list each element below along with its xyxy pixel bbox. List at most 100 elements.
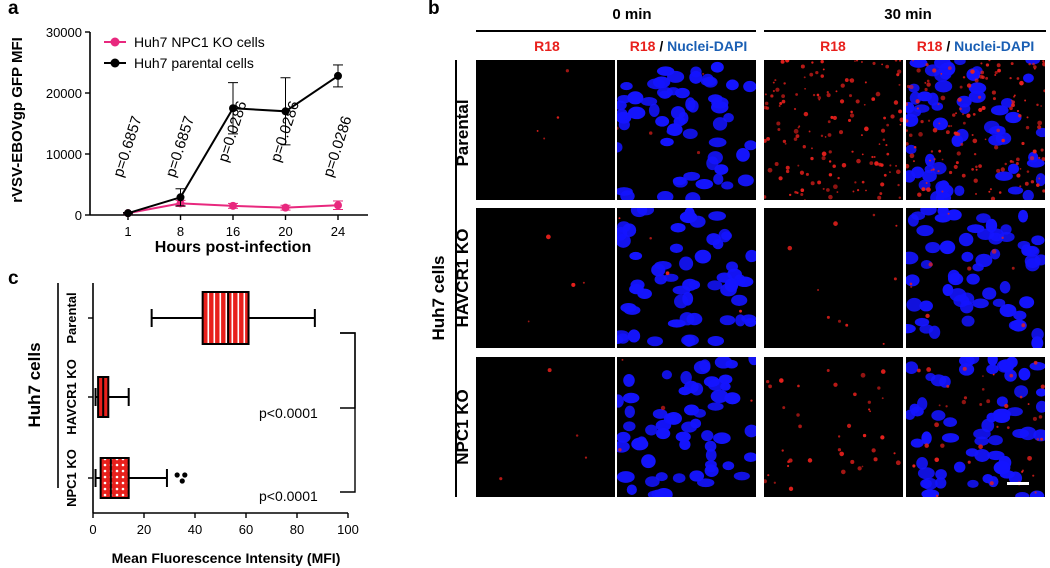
r18-signal bbox=[930, 150, 934, 153]
r18-signal bbox=[981, 106, 986, 110]
r18-signal bbox=[1015, 162, 1019, 166]
r18-signal bbox=[857, 466, 862, 471]
nucleus bbox=[681, 334, 699, 346]
outlier-point bbox=[182, 472, 188, 478]
nucleus bbox=[683, 171, 701, 181]
y-axis-label-c: Huh7 cells bbox=[25, 342, 44, 427]
r18-signal bbox=[797, 164, 800, 167]
r18-signal bbox=[837, 176, 840, 180]
box bbox=[201, 291, 250, 345]
r18-signal bbox=[1021, 323, 1026, 328]
x-tick-label-c: 80 bbox=[290, 522, 304, 537]
nucleus bbox=[629, 283, 644, 295]
r18-signal bbox=[1018, 114, 1022, 118]
r18-signal bbox=[912, 60, 915, 62]
r18-signal bbox=[805, 172, 809, 176]
r18-signal bbox=[781, 449, 784, 452]
time-header-30min: 30 min bbox=[884, 6, 932, 23]
nucleus bbox=[689, 70, 703, 84]
nucleus bbox=[907, 107, 922, 118]
r18-signal bbox=[994, 145, 999, 150]
nucleus bbox=[636, 208, 655, 216]
r18-signal bbox=[837, 448, 842, 452]
r18-signal bbox=[785, 165, 790, 170]
nucleus bbox=[663, 273, 679, 282]
nucleus bbox=[920, 478, 932, 489]
nucleus bbox=[629, 251, 643, 261]
header-underline-30min bbox=[764, 30, 1046, 32]
nucleus bbox=[968, 90, 986, 103]
r18-signal bbox=[877, 386, 881, 390]
nucleus bbox=[714, 357, 733, 369]
nucleus bbox=[722, 461, 735, 471]
r18-signal bbox=[917, 192, 922, 197]
merge-slash: / bbox=[659, 38, 664, 54]
r18-signal bbox=[822, 187, 825, 190]
r18-signal bbox=[833, 382, 838, 387]
r18-signal bbox=[912, 464, 916, 468]
r18-signal bbox=[1009, 76, 1012, 80]
nucleus bbox=[946, 209, 962, 221]
nucleus bbox=[651, 263, 666, 277]
micrograph-tile bbox=[906, 208, 1045, 348]
r18-signal bbox=[972, 112, 976, 116]
r18-signal bbox=[1032, 62, 1035, 66]
r18-signal bbox=[702, 72, 705, 75]
nucleus bbox=[670, 106, 686, 120]
r18-signal bbox=[820, 74, 824, 78]
nucleus bbox=[685, 97, 696, 111]
data-point bbox=[334, 71, 342, 80]
nucleus bbox=[708, 94, 723, 104]
r18-signal bbox=[935, 494, 939, 497]
nucleus bbox=[658, 90, 671, 99]
r18-signal bbox=[1040, 437, 1044, 441]
nucleus bbox=[707, 335, 725, 346]
r18-signal bbox=[906, 119, 909, 123]
nucleus bbox=[744, 452, 756, 463]
r18-signal bbox=[985, 76, 989, 80]
micrograph-tile bbox=[906, 60, 1045, 200]
r18-signal bbox=[1027, 403, 1030, 406]
nucleus bbox=[655, 427, 671, 440]
r18-signal bbox=[828, 173, 833, 177]
nucleus bbox=[1013, 310, 1027, 321]
p-value-annotation: p<0.0001 bbox=[259, 488, 318, 504]
nucleus bbox=[623, 421, 636, 432]
nucleus bbox=[631, 437, 649, 451]
r18-signal bbox=[499, 477, 503, 481]
nucleus bbox=[966, 273, 980, 285]
nucleus bbox=[736, 148, 750, 162]
r18-signal bbox=[966, 83, 972, 88]
r18-signal bbox=[932, 127, 938, 133]
merge-dapi-label: Nuclei-DAPI bbox=[667, 38, 748, 54]
r18-signal bbox=[989, 481, 994, 486]
r18-signal bbox=[1011, 266, 1015, 270]
nucleus bbox=[1018, 367, 1031, 381]
r18-signal bbox=[990, 196, 996, 200]
r18-signal bbox=[966, 113, 971, 118]
r18-signal bbox=[947, 66, 952, 71]
nucleus bbox=[914, 317, 930, 327]
r18-signal bbox=[880, 435, 885, 440]
time-header-0min: 0 min bbox=[612, 6, 652, 23]
r18-signal bbox=[898, 83, 901, 86]
nucleus bbox=[954, 185, 965, 197]
r18-signal bbox=[879, 192, 883, 195]
nucleus bbox=[953, 294, 970, 308]
r18-signal bbox=[880, 369, 886, 374]
r18-signal bbox=[963, 396, 968, 400]
r18-signal bbox=[877, 195, 882, 200]
r18-signal bbox=[828, 150, 832, 154]
r18-signal bbox=[1004, 162, 1007, 166]
row-label-havcr1ko: HAVCR1 KO bbox=[453, 228, 472, 328]
r18-signal bbox=[956, 151, 961, 156]
r18-signal bbox=[772, 81, 775, 84]
r18-signal bbox=[546, 234, 551, 240]
r18-signal bbox=[992, 97, 996, 101]
r18-signal bbox=[816, 93, 820, 97]
nucleus bbox=[679, 256, 694, 271]
y-tick-label-a: 10000 bbox=[46, 147, 82, 162]
nucleus bbox=[1022, 189, 1034, 200]
r18-signal bbox=[1032, 474, 1035, 477]
r18-signal bbox=[1024, 99, 1027, 102]
